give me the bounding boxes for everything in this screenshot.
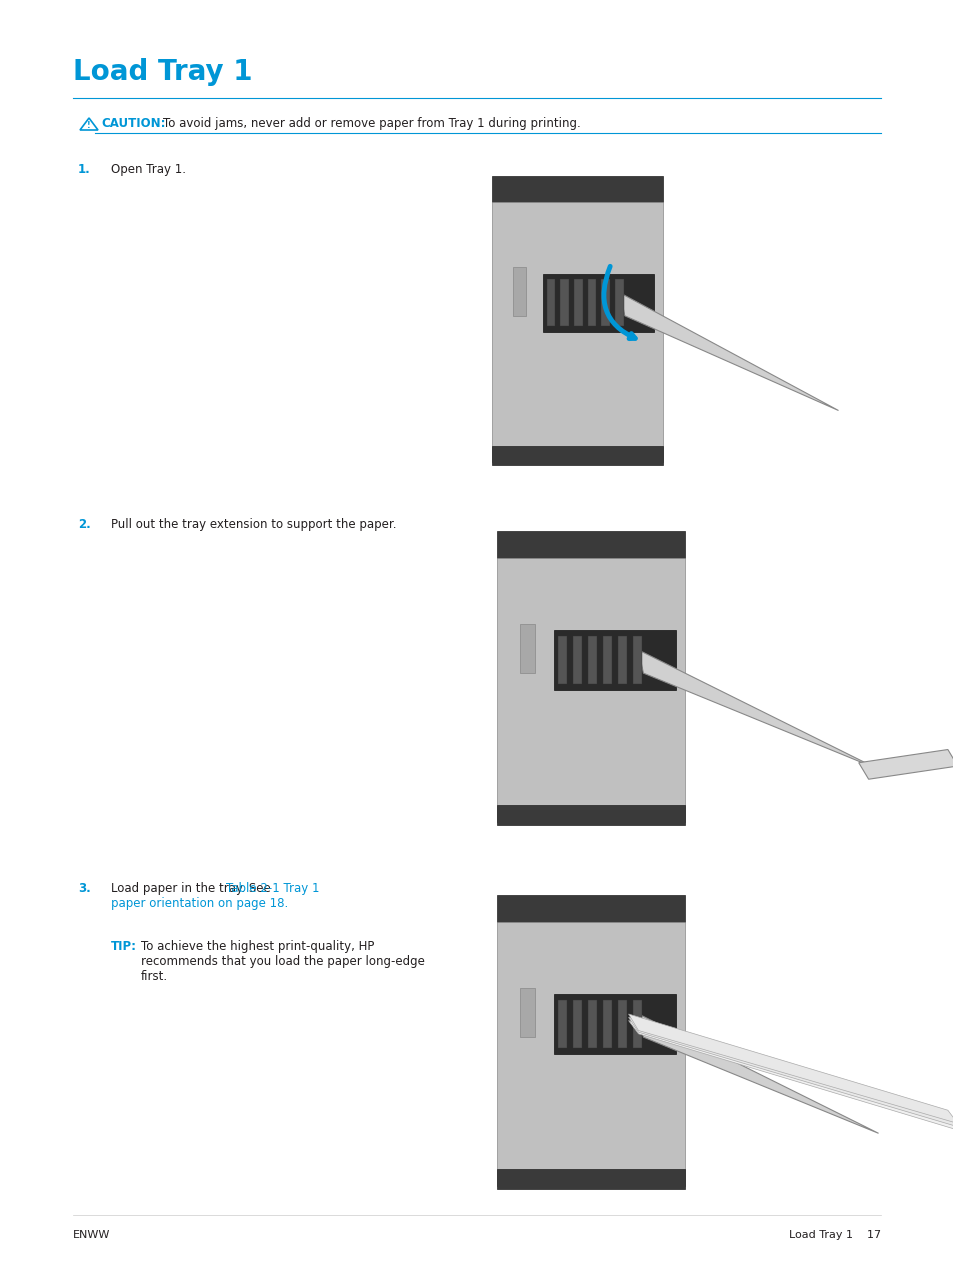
- Polygon shape: [628, 1013, 953, 1124]
- Polygon shape: [858, 749, 953, 780]
- Bar: [632, 636, 641, 683]
- Text: ENWW: ENWW: [73, 1231, 111, 1240]
- Text: 3.: 3.: [78, 881, 91, 895]
- Polygon shape: [638, 1013, 878, 1133]
- Polygon shape: [628, 1021, 953, 1130]
- Bar: [574, 279, 582, 326]
- Bar: [602, 1001, 612, 1048]
- Bar: [587, 1001, 597, 1048]
- Text: Open Tray 1.: Open Tray 1.: [111, 163, 186, 177]
- Bar: [557, 636, 566, 683]
- Text: Table 2-1 Tray 1: Table 2-1 Tray 1: [226, 881, 319, 895]
- Bar: [497, 922, 685, 1186]
- Bar: [554, 994, 676, 1054]
- Bar: [557, 1001, 566, 1048]
- Text: 1.: 1.: [78, 163, 91, 177]
- Bar: [546, 279, 555, 326]
- Bar: [437, 518, 932, 848]
- Bar: [497, 895, 685, 922]
- Bar: [492, 177, 662, 202]
- Bar: [542, 273, 654, 331]
- Text: !: !: [87, 122, 91, 131]
- Bar: [492, 446, 662, 465]
- Text: 2.: 2.: [78, 518, 91, 531]
- Bar: [512, 267, 526, 316]
- Text: TIP:: TIP:: [111, 940, 137, 952]
- Bar: [587, 636, 597, 683]
- Bar: [437, 881, 932, 1212]
- Bar: [559, 279, 568, 326]
- Text: Load Tray 1: Load Tray 1: [73, 58, 253, 86]
- Bar: [632, 1001, 641, 1048]
- Bar: [615, 279, 623, 326]
- Text: CAUTION:: CAUTION:: [101, 117, 165, 130]
- Text: Pull out the tray extension to support the paper.: Pull out the tray extension to support t…: [111, 518, 396, 531]
- Bar: [554, 630, 676, 690]
- Bar: [437, 163, 887, 488]
- Text: Load Tray 1    17: Load Tray 1 17: [788, 1231, 880, 1240]
- Bar: [572, 1001, 581, 1048]
- Bar: [492, 202, 662, 462]
- Bar: [572, 636, 581, 683]
- Text: To avoid jams, never add or remove paper from Tray 1 during printing.: To avoid jams, never add or remove paper…: [163, 117, 580, 130]
- Polygon shape: [638, 650, 878, 770]
- Bar: [497, 558, 685, 822]
- Polygon shape: [628, 1017, 953, 1126]
- Bar: [618, 636, 626, 683]
- Bar: [587, 279, 596, 326]
- Bar: [618, 1001, 626, 1048]
- Text: paper orientation on page 18.: paper orientation on page 18.: [111, 897, 288, 911]
- Bar: [519, 988, 535, 1038]
- Text: Load paper in the tray. See: Load paper in the tray. See: [111, 881, 274, 895]
- Bar: [602, 636, 612, 683]
- Bar: [519, 624, 535, 673]
- Polygon shape: [619, 293, 838, 410]
- Bar: [497, 805, 685, 826]
- Bar: [600, 279, 609, 326]
- Bar: [497, 531, 685, 558]
- Text: To achieve the highest print-quality, HP
recommends that you load the paper long: To achieve the highest print-quality, HP…: [141, 940, 424, 983]
- Bar: [497, 1170, 685, 1189]
